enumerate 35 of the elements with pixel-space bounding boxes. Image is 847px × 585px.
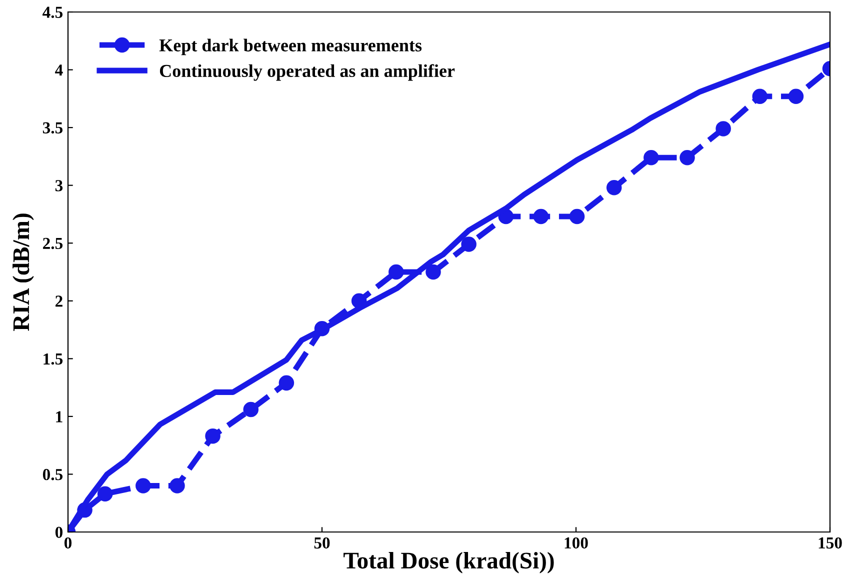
- point: [136, 478, 151, 494]
- legend-label: Continuously operated as an amplifier: [160, 64, 455, 81]
- point: [388, 264, 404, 280]
- point: [788, 88, 804, 104]
- legend-label: Kept dark between measurements: [159, 38, 422, 56]
- y-tick-label: 2: [56, 296, 62, 307]
- y-tick-label: 3: [55, 180, 63, 192]
- point: [569, 208, 585, 224]
- point: [752, 88, 768, 104]
- y-tick-label: 1.5: [44, 353, 63, 365]
- point: [97, 486, 113, 502]
- x-tick-label: 0: [64, 537, 72, 549]
- point: [243, 402, 259, 418]
- y-tick-label: 3.5: [42, 122, 63, 134]
- point: [205, 428, 220, 444]
- point: [461, 236, 476, 252]
- y-axis-title: RIA (dB/m): [12, 214, 34, 331]
- y-tick-label: 0: [55, 526, 63, 538]
- point: [533, 208, 549, 224]
- point: [644, 150, 659, 166]
- y-tick-label: 1: [56, 411, 62, 422]
- y-tick-label: 4.5: [42, 6, 63, 18]
- point: [170, 478, 185, 494]
- x-tick-label: 50: [314, 537, 330, 549]
- point: [716, 121, 731, 136]
- y-tick-label: 0.5: [42, 468, 63, 480]
- y-tick-label: 4: [55, 64, 63, 76]
- point: [278, 375, 294, 391]
- point: [606, 180, 622, 196]
- x-axis-title: Total Dose (krad(Si)): [344, 552, 554, 574]
- y-tick-label: 2.5: [43, 238, 63, 250]
- point: [680, 150, 695, 166]
- x-tick-label: 100: [564, 537, 588, 549]
- x-tick-label: 150: [818, 537, 842, 549]
- point: [426, 264, 441, 280]
